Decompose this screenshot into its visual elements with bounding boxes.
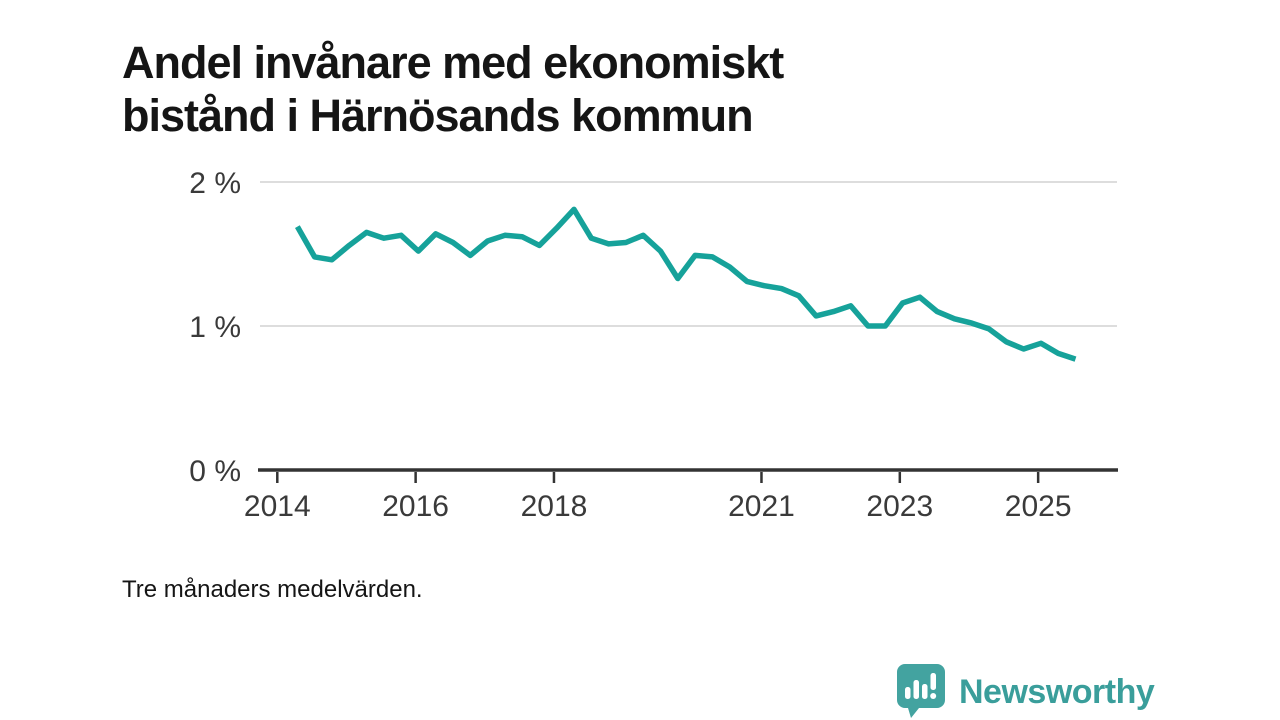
data-line-series: [295, 206, 1077, 362]
y-axis-tick-label: 0 %: [189, 455, 241, 488]
line-chart: 0 % 1 % 2 % 2014 2016 2018 2021 2023 2025: [189, 167, 1118, 523]
bar-chart-speech-bubble-icon: [893, 662, 947, 720]
x-axis-tick-label: 2014: [244, 490, 311, 523]
x-axis-tick-label: 2018: [521, 490, 588, 523]
x-axis-tick-label: 2023: [866, 490, 933, 523]
y-axis-tick-label: 1 %: [189, 311, 241, 344]
line-chart-svg: 0 % 1 % 2 % 2014 2016 2018 2021 2023 2025: [189, 167, 1118, 523]
newsworthy-logo-text: Newsworthy: [959, 673, 1155, 711]
y-axis-tick-label: 2 %: [189, 167, 241, 200]
chart-footnote: Tre månaders medelvärden.: [122, 576, 423, 603]
x-axis-tick-label: 2016: [382, 490, 449, 523]
x-axis-tick-label: 2021: [728, 490, 795, 523]
newsworthy-logo[interactable]: Newsworthy: [893, 662, 1155, 720]
x-axis-tick-label: 2025: [1005, 490, 1072, 523]
chart-title: Andel invånare med ekonomiskt bistånd i …: [122, 37, 784, 142]
